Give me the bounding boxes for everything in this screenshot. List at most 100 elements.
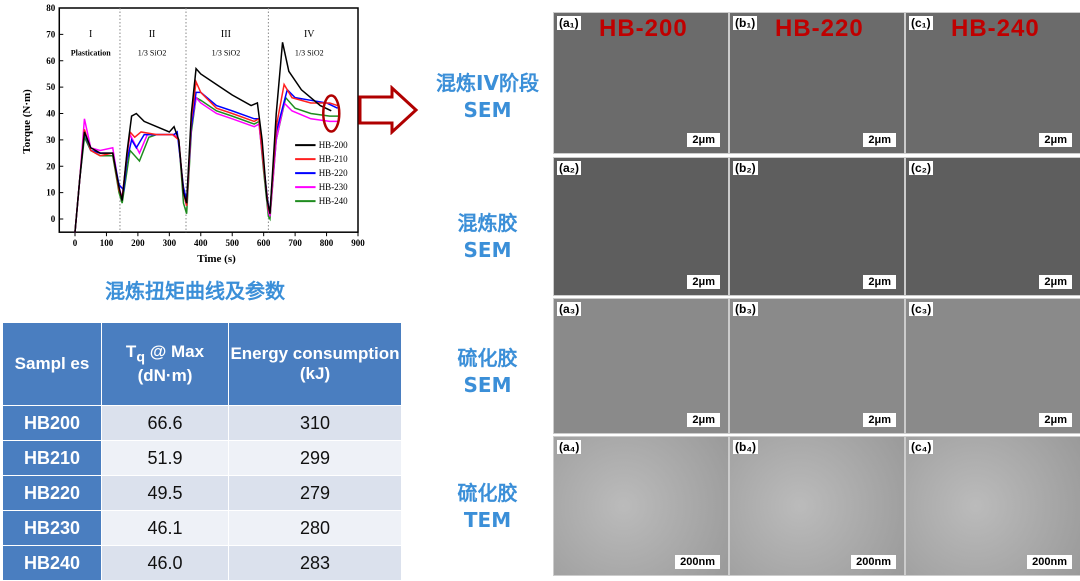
- micrograph-panel: (a₁) HB-200 2μm: [553, 12, 729, 154]
- col-tq: Tq @ Max (dN·m): [101, 322, 229, 406]
- table-row: HB200 66.6 310: [2, 405, 402, 441]
- chart-caption: 混炼扭矩曲线及参数: [105, 279, 285, 303]
- x-tick-label: 300: [163, 238, 177, 248]
- micrograph-panel: (b₁) HB-220 2μm: [729, 12, 905, 154]
- arrow-icon: [358, 85, 419, 135]
- row-label: 混炼胶 SEM: [457, 211, 518, 262]
- panel-tag: (c₃): [909, 302, 934, 316]
- micrograph-panel: (c₁) HB-240 2μm: [905, 12, 1080, 154]
- sample-title: HB-200: [599, 15, 688, 42]
- row-label: 混炼IV阶段 SEM: [436, 71, 539, 122]
- scale-bar: 2μm: [863, 275, 896, 289]
- table-row: HB240 46.0 283: [2, 545, 402, 581]
- legend-label: HB-210: [319, 154, 348, 164]
- tq-cell: 46.0: [101, 545, 229, 581]
- scale-bar: 2μm: [863, 413, 896, 427]
- x-tick-label: 800: [320, 238, 334, 248]
- x-tick-label: 100: [100, 238, 114, 248]
- scale-bar: 2μm: [1039, 275, 1072, 289]
- y-tick-label: 40: [46, 109, 56, 119]
- sample-cell: HB210: [2, 440, 102, 476]
- stage-label: 1/3 SiO2: [138, 48, 167, 57]
- plot-frame: [58, 7, 359, 233]
- scale-bar: 2μm: [1039, 413, 1072, 427]
- energy-cell: 299: [228, 440, 402, 476]
- highlight-ellipse: [322, 94, 341, 133]
- micrograph-panel: (a₄) 200nm: [553, 436, 729, 576]
- y-tick-label: 50: [46, 82, 56, 92]
- panel-tag: (b₃): [733, 302, 758, 316]
- sample-cell: HB220: [2, 475, 102, 511]
- tq-cell: 46.1: [101, 510, 229, 546]
- x-tick-label: 900: [351, 238, 365, 248]
- panel-tag: (c₂): [909, 161, 933, 175]
- col-energy: Energy consumption (kJ): [228, 322, 402, 406]
- sample-title: HB-220: [775, 15, 864, 42]
- panel-tag: (c₁): [909, 16, 933, 30]
- scale-bar: 2μm: [863, 133, 896, 147]
- torque-chart: 0 100 200 300 400 500 600 700 800 900 0 10 20 30 40 50 6…: [21, 3, 365, 265]
- sample-title: HB-240: [951, 15, 1040, 42]
- energy-cell: 279: [228, 475, 402, 511]
- table-row: HB210 51.9 299: [2, 440, 402, 476]
- y-tick-label: 80: [46, 3, 56, 13]
- legend-label: HB-240: [319, 196, 348, 206]
- x-tick-label: 600: [257, 238, 271, 248]
- panel-tag: (a₂): [557, 161, 581, 175]
- x-tick-label: 500: [225, 238, 239, 248]
- scale-bar: 200nm: [851, 555, 896, 569]
- energy-cell: 310: [228, 405, 402, 441]
- x-tick-label: 200: [131, 238, 145, 248]
- micrograph-panel: (b₄) 200nm: [729, 436, 905, 576]
- row-label: 硫化胶 SEM: [457, 346, 518, 397]
- micrograph-panel: (b₃) 2μm: [729, 298, 905, 434]
- micrograph-panel: (c₂) 2μm: [905, 157, 1080, 296]
- micrograph-panel: (a₂) 2μm: [553, 157, 729, 296]
- stage-numeral: III: [221, 29, 231, 40]
- series-line-HB-200: [74, 42, 332, 233]
- legend-label: HB-220: [319, 168, 348, 178]
- y-tick-label: 70: [46, 29, 56, 39]
- legend-label: HB-230: [319, 182, 348, 192]
- sample-cell: HB200: [2, 405, 102, 441]
- micrograph-panel: (c₃) 2μm: [905, 298, 1080, 434]
- stage-numeral: I: [89, 29, 92, 40]
- scale-bar: 2μm: [687, 413, 720, 427]
- panel-tag: (a₁): [557, 16, 581, 30]
- stage-numeral: IV: [304, 29, 315, 40]
- tq-cell: 49.5: [101, 475, 229, 511]
- params-table: Sampl es Tq @ Max (dN·m) Energy consumpti…: [2, 322, 402, 581]
- y-tick-label: 0: [51, 214, 56, 224]
- x-tick-label: 700: [288, 238, 302, 248]
- panel-tag: (a₄): [557, 440, 582, 454]
- legend-label: HB-200: [319, 140, 348, 150]
- row-label: 硫化胶 TEM: [457, 481, 518, 532]
- y-tick-label: 60: [46, 56, 56, 66]
- scale-bar: 2μm: [687, 275, 720, 289]
- stage-label: 1/3 SiO2: [212, 48, 241, 57]
- panel-tag: (b₁): [733, 16, 758, 30]
- x-tick-label: 400: [194, 238, 208, 248]
- panel-tag: (b₂): [733, 161, 758, 175]
- scale-bar: 200nm: [675, 555, 720, 569]
- energy-cell: 283: [228, 545, 402, 581]
- panel-tag: (a₃): [557, 302, 582, 316]
- energy-cell: 280: [228, 510, 402, 546]
- panel-tag: (c₄): [909, 440, 934, 454]
- scale-bar: 2μm: [1039, 133, 1072, 147]
- micrograph-panel: (c₄) 200nm: [905, 436, 1080, 576]
- sample-cell: HB240: [2, 545, 102, 581]
- y-tick-label: 20: [46, 161, 56, 171]
- x-tick-label: 0: [73, 238, 78, 248]
- table-row: HB230 46.1 280: [2, 510, 402, 546]
- table-row: HB220 49.5 279: [2, 475, 402, 511]
- scale-bar: 200nm: [1027, 555, 1072, 569]
- tq-cell: 66.6: [101, 405, 229, 441]
- y-tick-label: 30: [46, 135, 56, 145]
- tq-cell: 51.9: [101, 440, 229, 476]
- y-axis-label: Torque (N·m): [21, 89, 33, 154]
- y-tick-label: 10: [46, 188, 56, 198]
- stage-label: 1/3 SiO2: [295, 48, 324, 57]
- panel-tag: (b₄): [733, 440, 759, 454]
- scale-bar: 2μm: [687, 133, 720, 147]
